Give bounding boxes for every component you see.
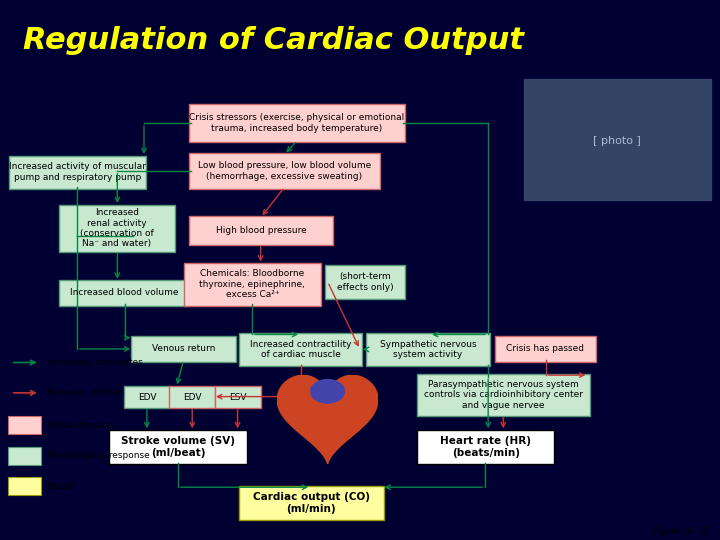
Text: Cardiac output (CO)
(ml/min): Cardiac output (CO) (ml/min) — [253, 492, 370, 514]
FancyBboxPatch shape — [524, 79, 711, 200]
Text: Crisis stressors (exercise, physical or emotional
trauma, increased body tempera: Crisis stressors (exercise, physical or … — [189, 113, 405, 133]
Text: Venous return: Venous return — [152, 345, 215, 354]
FancyBboxPatch shape — [239, 333, 362, 366]
Text: Parasympathetic nervous system
controls via cardioinhibitory center
and vague ne: Parasympathetic nervous system controls … — [424, 380, 583, 410]
FancyBboxPatch shape — [124, 386, 170, 408]
Text: [ photo ]: [ photo ] — [593, 136, 641, 146]
Text: Heart rate (HR)
(beats/min): Heart rate (HR) (beats/min) — [440, 436, 531, 458]
Text: Increased blood volume: Increased blood volume — [70, 288, 179, 298]
Text: Increased contractility
of cardiac muscle: Increased contractility of cardiac muscl… — [250, 340, 351, 359]
FancyBboxPatch shape — [131, 336, 236, 362]
FancyBboxPatch shape — [325, 265, 405, 299]
Text: Increases, stimulates: Increases, stimulates — [47, 358, 143, 367]
FancyBboxPatch shape — [59, 205, 175, 252]
Text: ESV: ESV — [229, 393, 246, 402]
FancyBboxPatch shape — [169, 386, 215, 408]
FancyBboxPatch shape — [109, 430, 247, 464]
Text: High blood pressure: High blood pressure — [215, 226, 307, 235]
FancyBboxPatch shape — [184, 263, 321, 306]
Text: Low blood pressure, low blood volume
(hemorrhage, excessive sweating): Low blood pressure, low blood volume (he… — [198, 161, 371, 181]
FancyBboxPatch shape — [189, 104, 405, 142]
Text: Result: Result — [47, 482, 75, 491]
Text: (short-term
effects only): (short-term effects only) — [337, 272, 394, 292]
Text: Figure 18. 23: Figure 18. 23 — [654, 527, 709, 536]
Text: Chemicals: Bloodborne
thyroxine, epinephrine,
excess Ca²⁺: Chemicals: Bloodborne thyroxine, epineph… — [199, 269, 305, 299]
Text: Increased
renal activity
(conservation of
Na⁻ and water): Increased renal activity (conservation o… — [80, 208, 154, 248]
FancyBboxPatch shape — [189, 217, 333, 245]
FancyBboxPatch shape — [215, 386, 261, 408]
Text: Initial stimulus: Initial stimulus — [47, 421, 114, 430]
Text: Sympathetic nervous
system activity: Sympathetic nervous system activity — [379, 340, 477, 359]
FancyBboxPatch shape — [417, 430, 554, 464]
Text: Increased activity of muscular
pump and respiratory pump: Increased activity of muscular pump and … — [9, 163, 146, 182]
Text: Reduces, inhibits: Reduces, inhibits — [47, 388, 124, 397]
Text: Stroke volume (SV)
(ml/beat): Stroke volume (SV) (ml/beat) — [121, 436, 235, 458]
Ellipse shape — [310, 379, 346, 404]
FancyBboxPatch shape — [239, 486, 384, 521]
Text: Regulation of Cardiac Output: Regulation of Cardiac Output — [23, 25, 524, 55]
FancyBboxPatch shape — [495, 336, 596, 362]
Text: EDV: EDV — [183, 393, 202, 402]
FancyBboxPatch shape — [417, 374, 590, 416]
FancyBboxPatch shape — [8, 416, 41, 435]
Polygon shape — [277, 375, 378, 464]
Text: Crisis has passed: Crisis has passed — [506, 345, 585, 354]
FancyBboxPatch shape — [8, 477, 41, 495]
FancyBboxPatch shape — [189, 153, 380, 189]
FancyBboxPatch shape — [366, 333, 490, 366]
FancyBboxPatch shape — [59, 280, 189, 306]
FancyBboxPatch shape — [9, 156, 146, 189]
FancyBboxPatch shape — [8, 447, 41, 465]
Text: EDV: EDV — [138, 393, 156, 402]
Text: Physiological response: Physiological response — [47, 451, 150, 461]
